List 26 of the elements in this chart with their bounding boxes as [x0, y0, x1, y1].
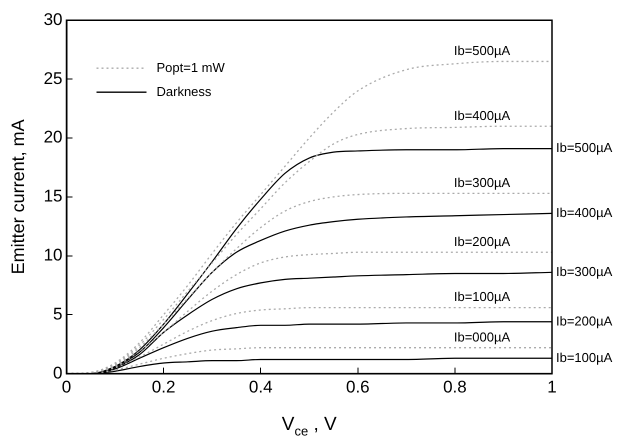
series-label: Ib=400µA: [454, 108, 510, 123]
y-tick-label: 20: [44, 128, 63, 147]
series-label: Ib=500µA: [556, 140, 613, 156]
annotation: Darkness: [156, 84, 212, 99]
series-label: Ib=200µA: [556, 313, 613, 328]
series-label: Ib=300µA: [454, 174, 510, 190]
series-label: Ib=500µA: [454, 43, 510, 58]
x-tick-label: 0.4: [248, 377, 273, 396]
series-label: Ib=300µA: [556, 264, 613, 279]
y-tick-label: 5: [53, 304, 63, 324]
y-tick-label: 10: [44, 245, 63, 264]
series-label: Ib=100µA: [454, 289, 510, 304]
y-tick-label: 30: [44, 10, 63, 29]
series-label: Ib=400µA: [556, 204, 613, 220]
y-axis-title: Emitter current, mA: [8, 119, 28, 274]
y-tick-label: 0: [53, 363, 63, 382]
series-label: Ib=100µA: [556, 350, 613, 365]
y-tick-label: 25: [44, 68, 63, 88]
series-label: Ib=200µA: [454, 234, 510, 249]
annotation: Popt=1 mW: [156, 60, 226, 75]
x-tick-label: 0.6: [346, 377, 370, 396]
x-tick-label: 0.8: [443, 377, 467, 396]
y-tick-label: 15: [44, 186, 63, 206]
series-label: Ib=000µA: [454, 329, 510, 344]
x-tick-label: 1: [547, 377, 557, 396]
x-tick-label: 0.2: [152, 377, 176, 396]
